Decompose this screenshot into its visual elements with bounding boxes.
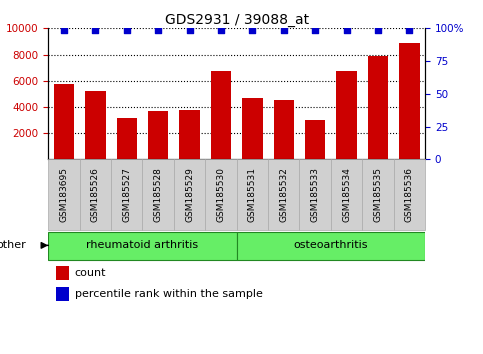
Text: count: count (75, 268, 106, 278)
Bar (54, 84, 74, 159)
Point (312, 27, 319, 33)
Bar (56, 266, 69, 280)
Text: GSM185533: GSM185533 (311, 167, 320, 222)
Point (186, 27, 194, 33)
Text: GSM185526: GSM185526 (91, 167, 100, 222)
Point (217, 27, 225, 33)
Text: other: other (0, 240, 27, 250)
Text: GSM185535: GSM185535 (373, 167, 383, 222)
Bar (273, 101, 294, 159)
Point (60, 27, 68, 33)
Bar (142, 159, 174, 230)
Bar (48, 159, 80, 230)
Bar (394, 159, 425, 230)
Bar (174, 159, 205, 230)
Point (92, 27, 99, 33)
Bar (242, 98, 263, 159)
Text: GSM185532: GSM185532 (279, 167, 288, 222)
Point (155, 27, 162, 33)
Bar (179, 109, 200, 159)
Text: rheumatoid arthritis: rheumatoid arthritis (86, 240, 199, 250)
Bar (111, 159, 142, 230)
Bar (305, 120, 326, 159)
Bar (368, 56, 388, 159)
Bar (237, 232, 425, 261)
Text: GSM185528: GSM185528 (154, 167, 163, 222)
Text: GSM185527: GSM185527 (122, 167, 131, 222)
Text: osteoarthritis: osteoarthritis (294, 240, 368, 250)
Point (343, 27, 351, 33)
Point (249, 27, 256, 33)
Text: GSM185536: GSM185536 (405, 167, 414, 222)
Point (280, 27, 288, 33)
Bar (336, 71, 357, 159)
Point (123, 27, 130, 33)
Bar (268, 159, 299, 230)
Bar (56, 287, 69, 301)
Bar (80, 159, 111, 230)
Bar (205, 159, 237, 230)
Title: GDS2931 / 39088_at: GDS2931 / 39088_at (165, 13, 309, 27)
Bar (399, 44, 420, 159)
Point (374, 27, 382, 33)
Point (406, 27, 413, 33)
Bar (237, 159, 268, 230)
Text: GSM185534: GSM185534 (342, 167, 351, 222)
Text: percentile rank within the sample: percentile rank within the sample (75, 289, 263, 299)
Bar (299, 159, 331, 230)
Bar (48, 232, 237, 261)
Text: GSM185530: GSM185530 (216, 167, 226, 222)
Text: GSM183695: GSM183695 (59, 167, 69, 222)
Text: GSM185531: GSM185531 (248, 167, 257, 222)
Text: GSM185529: GSM185529 (185, 167, 194, 222)
Bar (211, 71, 231, 159)
Bar (331, 159, 362, 230)
Bar (116, 118, 137, 159)
Bar (85, 91, 106, 159)
Bar (362, 159, 394, 230)
Bar (148, 112, 169, 159)
